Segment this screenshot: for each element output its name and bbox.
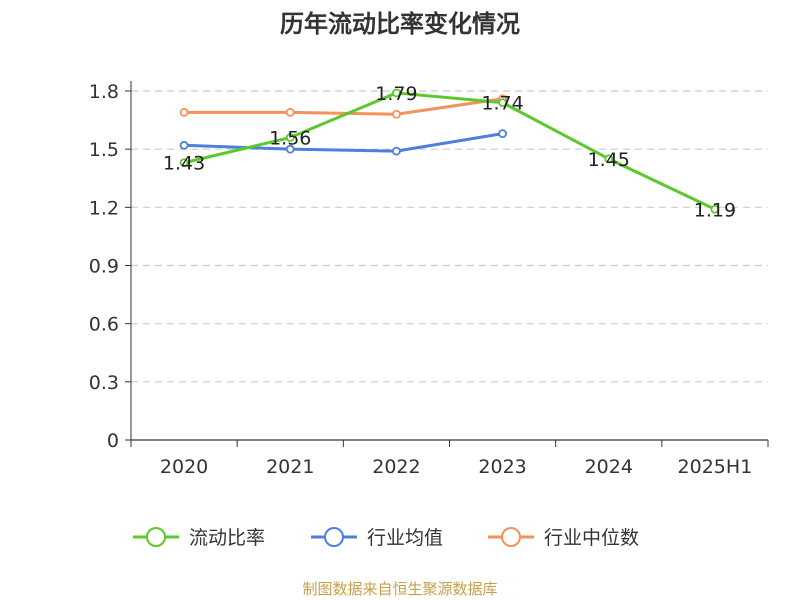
- y-tick-label: 0.3: [89, 372, 119, 394]
- data-point: [392, 88, 401, 98]
- data-point: [285, 133, 295, 142]
- y-tick-label: 1.2: [89, 197, 119, 219]
- legend-label: 行业均值: [367, 527, 443, 549]
- data-point: [392, 146, 401, 156]
- legend-label: 行业中位数: [544, 527, 639, 549]
- legend-label: 流动比率: [189, 527, 265, 549]
- x-tick-label: 2024: [585, 456, 633, 478]
- data-label: 1.74: [481, 93, 523, 115]
- series-line: [184, 132, 503, 153]
- data-point: [498, 129, 507, 139]
- x-tick-label: 2021: [266, 456, 314, 478]
- y-tick-label: 0.6: [89, 314, 119, 336]
- legend-swatch-marker: [501, 527, 521, 547]
- series-line: [184, 97, 503, 116]
- x-tick-label: 2023: [478, 456, 526, 478]
- grid: [131, 90, 768, 383]
- data-point: [179, 140, 189, 150]
- data-label: 1.79: [375, 83, 417, 105]
- x-axis: 2020 2021 2022 2023 2024 2025H1: [130, 439, 769, 478]
- data-label: 1.45: [588, 149, 630, 171]
- legend-item[interactable]: 流动比率: [133, 527, 265, 549]
- data-point: [285, 144, 295, 154]
- y-tick-label: 1.8: [89, 81, 119, 103]
- y-tick-label: 0: [107, 430, 119, 452]
- data-point: [179, 107, 189, 117]
- data-point: [285, 107, 295, 117]
- data-label: 1.43: [163, 153, 205, 175]
- source-note: 制图数据来自恒生聚源数据库: [302, 580, 497, 598]
- legend[interactable]: 流动比率 行业均值 行业中位数: [133, 527, 639, 549]
- series-layer: [179, 88, 720, 214]
- legend-item[interactable]: 行业中位数: [488, 527, 639, 549]
- series-line: [183, 91, 716, 211]
- x-tick-label: 2022: [372, 456, 420, 478]
- data-point: [392, 109, 401, 119]
- legend-swatch-marker: [146, 527, 166, 547]
- y-tick-label: 1.5: [89, 139, 119, 161]
- y-tick-label: 0.9: [89, 256, 119, 278]
- data-point: [179, 158, 189, 168]
- data-point: [710, 204, 720, 214]
- data-point: [498, 98, 507, 108]
- y-axis: 0 0.3 0.6 0.9 1.2 1.5 1.8: [89, 81, 132, 452]
- legend-swatch-marker: [324, 527, 344, 547]
- chart-title: 历年流动比率变化情况: [280, 10, 520, 38]
- legend-item[interactable]: 行业均值: [311, 527, 443, 549]
- data-point: [604, 154, 614, 164]
- data-labels: 1.43 1.56 1.79 1.74 1.45 1.19: [163, 83, 736, 221]
- data-label: 1.19: [694, 199, 736, 221]
- x-tick-label: 2025H1: [678, 456, 753, 478]
- data-label: 1.56: [269, 128, 311, 150]
- x-tick-label: 2020: [160, 456, 208, 478]
